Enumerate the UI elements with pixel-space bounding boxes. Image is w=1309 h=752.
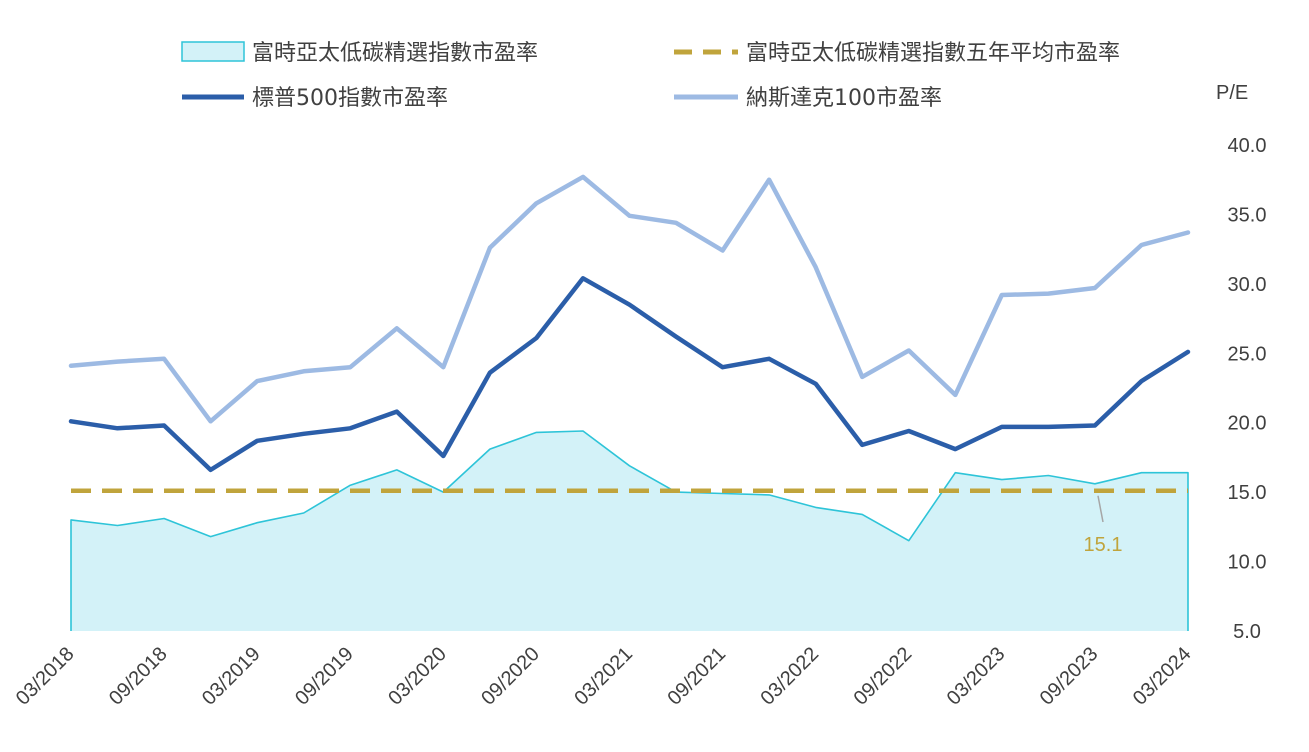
y-axis-unit-label: P/E	[1216, 82, 1248, 104]
series-sp500-pe-line	[68, 276, 1191, 473]
x-tick-label: 03/2023	[943, 643, 1010, 710]
series-ftse-pe-area-fill	[71, 431, 1188, 631]
x-tick-label: 09/2023	[1036, 643, 1103, 710]
legend-label-sp500-pe: 標普500指數市盈率	[252, 86, 448, 111]
y-tick-label: 15.0	[1228, 482, 1267, 504]
series-nasdaq100-pe-line	[68, 174, 1191, 424]
legend-item-sp500-pe: 標普500指數市盈率	[182, 86, 448, 111]
legend-item-ftse-pe: 富時亞太低碳精選指數市盈率	[181, 41, 538, 66]
x-tick-label: 03/2019	[198, 643, 265, 710]
y-tick-label: 10.0	[1228, 552, 1267, 574]
x-axis: 03/2018 09/2018 03/2019 09/2019 03/2020 09/20…	[12, 643, 1196, 710]
y-tick-label: 20.0	[1228, 413, 1267, 435]
x-tick-label: 09/2021	[663, 643, 730, 710]
series-ftse-pe-outline	[70, 430, 1189, 631]
avg-annotation-label: 15.1	[1084, 534, 1123, 556]
y-tick-label: 5.0	[1233, 621, 1261, 643]
y-tick-label: 30.0	[1228, 274, 1267, 296]
legend-item-nasdaq100-pe: 納斯達克100市盈率	[674, 86, 942, 111]
x-tick-label: 03/2020	[384, 643, 451, 710]
x-tick-label: 09/2019	[291, 643, 358, 710]
legend: 富時亞太低碳精選指數市盈率 富時亞太低碳精選指數五年平均市盈率 標普500指數市…	[181, 41, 1120, 111]
y-axis: 5.0 10.0 15.0 20.0 25.0 30.0 35.0 40.0	[1228, 135, 1267, 643]
legend-label-ftse-pe: 富時亞太低碳精選指數市盈率	[252, 41, 538, 66]
x-tick-label: 03/2021	[570, 643, 637, 710]
legend-item-ftse-5y-avg: 富時亞太低碳精選指數五年平均市盈率	[674, 41, 1120, 66]
y-tick-label: 40.0	[1228, 135, 1267, 157]
legend-label-nasdaq100-pe: 納斯達克100市盈率	[746, 86, 942, 111]
avg-annotation-leader	[1097, 495, 1104, 523]
x-tick-label: 09/2018	[105, 643, 172, 710]
plot-area	[68, 174, 1191, 631]
legend-label-ftse-5y-avg: 富時亞太低碳精選指數五年平均市盈率	[746, 41, 1120, 66]
x-tick-label: 03/2022	[757, 643, 824, 710]
x-tick-label: 03/2024	[1129, 643, 1196, 710]
x-tick-label: 03/2018	[12, 643, 79, 710]
annotations: 15.1	[1084, 495, 1123, 556]
x-tick-label: 09/2022	[850, 643, 917, 710]
y-tick-label: 25.0	[1228, 343, 1267, 365]
x-tick-label: 09/2020	[477, 643, 544, 710]
legend-swatch-ftse-area	[181, 41, 245, 62]
y-tick-label: 35.0	[1228, 204, 1267, 226]
